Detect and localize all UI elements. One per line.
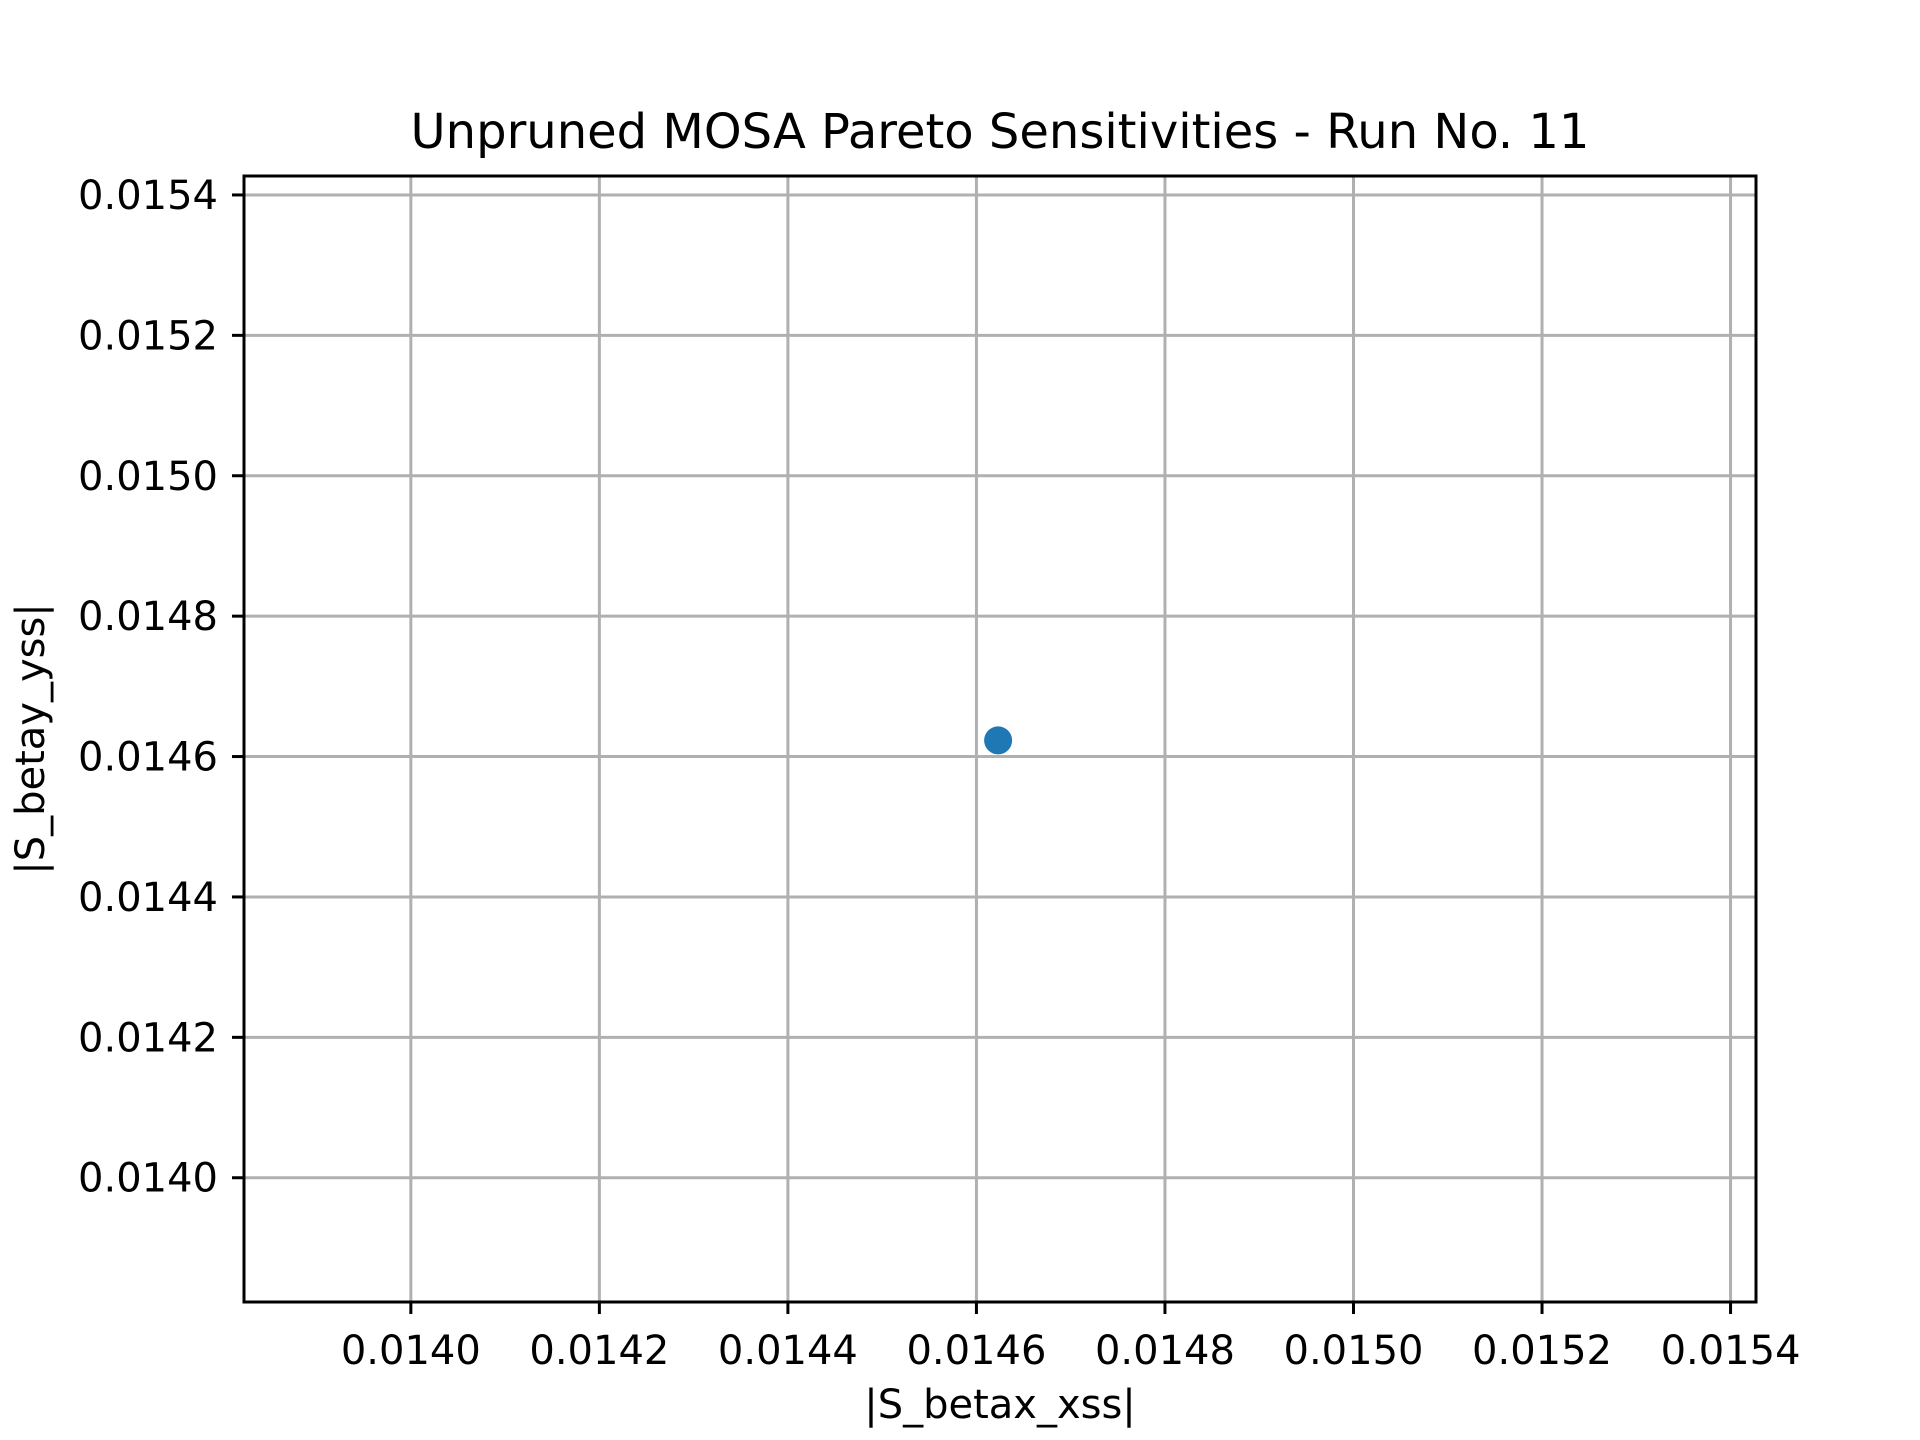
x-tick-label: 0.0148	[1095, 1328, 1235, 1374]
y-tick-label: 0.0152	[78, 313, 218, 359]
x-tick-label: 0.0144	[718, 1328, 858, 1374]
y-tick-label: 0.0142	[78, 1015, 218, 1061]
data-points	[984, 726, 1013, 755]
x-tick-label: 0.0150	[1284, 1328, 1424, 1374]
y-tick-label: 0.0140	[78, 1156, 218, 1202]
data-point	[984, 726, 1013, 755]
x-tick-label: 0.0146	[906, 1328, 1046, 1374]
x-tick-label: 0.0140	[341, 1328, 481, 1374]
y-axis-label: |S_betay_yss|	[8, 603, 54, 875]
grid	[244, 176, 1756, 1302]
chart-title: Unpruned MOSA Pareto Sensitivities - Run…	[411, 104, 1590, 160]
y-tick-label: 0.0150	[78, 454, 218, 500]
x-axis-label: |S_betax_xss|	[864, 1382, 1136, 1428]
x-tick-label: 0.0154	[1661, 1328, 1801, 1374]
y-tick-label: 0.0154	[78, 173, 218, 219]
ticks: 0.0140 0.0142 0.0144 0.0146 0.0148 0.0150 0.01…	[78, 173, 1801, 1374]
y-tick-label: 0.0148	[78, 594, 218, 640]
y-tick-label: 0.0146	[78, 735, 218, 781]
x-tick-label: 0.0152	[1472, 1328, 1612, 1374]
x-tick-label: 0.0142	[529, 1328, 669, 1374]
axes-frame	[242, 174, 1758, 1304]
y-tick-label: 0.0144	[78, 875, 218, 921]
